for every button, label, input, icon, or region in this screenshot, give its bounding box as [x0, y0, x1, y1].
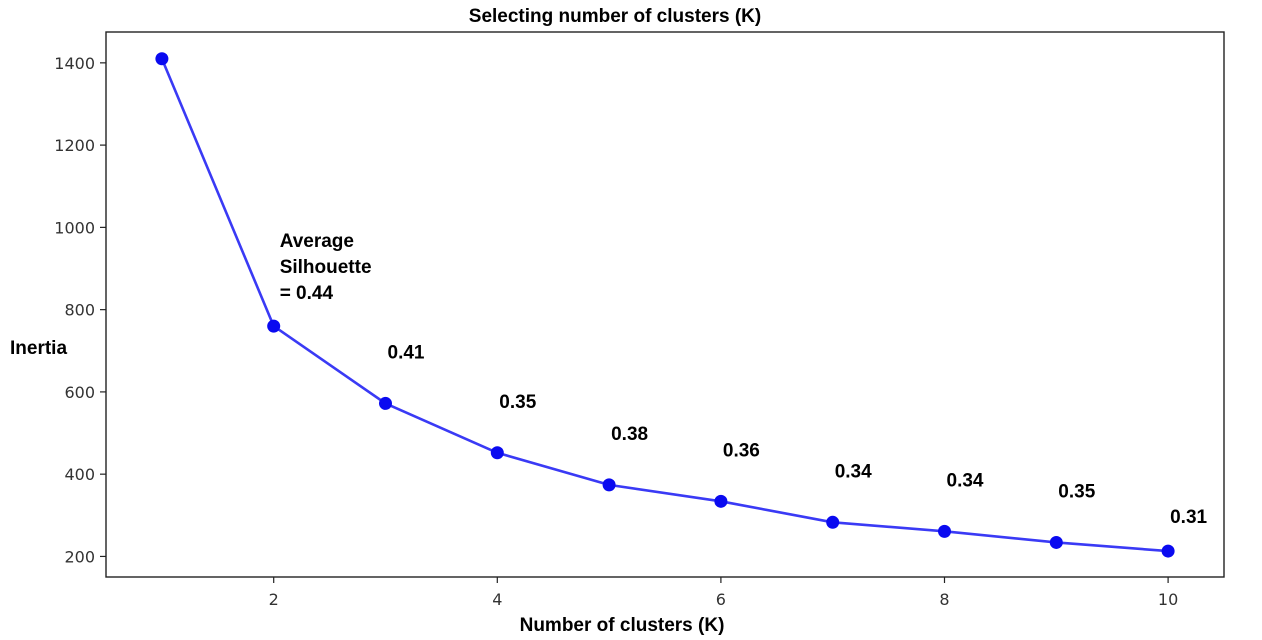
data-point — [938, 524, 951, 538]
silhouette-label-line: Average — [280, 231, 354, 252]
silhouette-label-line: 0.35 — [1058, 481, 1095, 502]
x-axis-title: Number of clusters (K) — [520, 615, 725, 636]
silhouette-label: 0.31 — [1170, 507, 1207, 528]
y-tick-label: 1400 — [54, 54, 95, 73]
x-tick-label: 2 — [269, 590, 279, 609]
silhouette-label-line: 0.41 — [388, 342, 425, 363]
silhouette-label: 0.34 — [947, 470, 984, 491]
data-point — [602, 478, 616, 492]
data-points — [155, 52, 1175, 558]
silhouette-label-line: 0.34 — [947, 470, 984, 491]
silhouette-label: Average Silhouette = 0.44 — [280, 231, 372, 304]
data-point — [714, 494, 728, 508]
silhouette-label-line: Silhouette — [280, 257, 372, 278]
y-tick-label: 1200 — [54, 136, 95, 155]
data-point — [379, 396, 392, 410]
silhouette-label-line: 0.34 — [835, 461, 872, 482]
silhouette-annotations: Average Silhouette = 0.44 0.41 0.35 0.38 0.36 0… — [280, 231, 1208, 528]
data-point — [490, 446, 504, 460]
y-tick-label: 400 — [64, 465, 95, 484]
y-tick-label: 200 — [64, 547, 95, 566]
data-point — [155, 52, 169, 66]
silhouette-label: 0.38 — [611, 424, 648, 445]
silhouette-label-line: 0.36 — [723, 440, 760, 461]
silhouette-label: 0.36 — [723, 440, 760, 461]
silhouette-label-line: 0.35 — [499, 392, 536, 413]
silhouette-label: 0.35 — [499, 392, 536, 413]
x-tick-label: 4 — [492, 590, 502, 609]
y-tick-label: 600 — [64, 383, 95, 402]
y-tick-label: 1000 — [54, 218, 95, 237]
silhouette-label: 0.34 — [835, 461, 872, 482]
silhouette-label: 0.35 — [1058, 481, 1095, 502]
x-tick-label: 10 — [1158, 590, 1178, 609]
silhouette-label-line: = 0.44 — [280, 283, 334, 304]
data-point — [826, 515, 840, 529]
data-point — [1161, 544, 1175, 558]
inertia-line — [160, 58, 1169, 553]
x-axis: 2 4 6 8 10 — [269, 577, 1178, 609]
chart-title: Selecting number of clusters (K) — [469, 6, 761, 27]
silhouette-label: 0.41 — [388, 342, 425, 363]
data-point — [1049, 535, 1063, 549]
y-axis-title: Inertia — [10, 338, 67, 359]
x-tick-label: 8 — [939, 590, 949, 609]
y-tick-label: 800 — [64, 301, 95, 320]
plot-frame — [105, 31, 1225, 578]
data-point — [267, 319, 281, 333]
x-tick-label: 6 — [716, 590, 726, 609]
y-axis: 200 400 600 800 1000 1200 1400 — [54, 54, 106, 566]
silhouette-label-line: 0.38 — [611, 424, 648, 445]
silhouette-label-line: 0.31 — [1170, 507, 1207, 528]
